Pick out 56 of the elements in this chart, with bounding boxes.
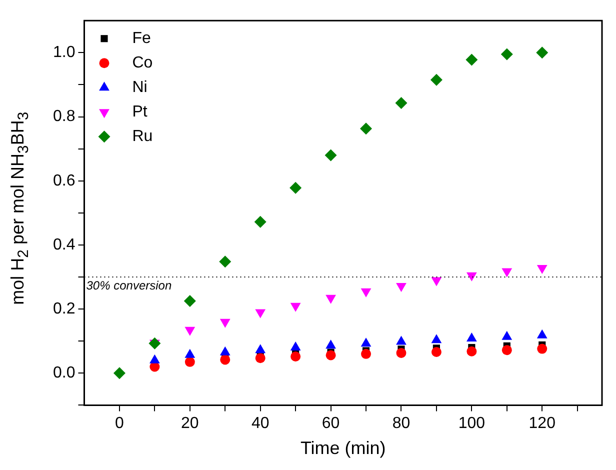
x-tick-label: 120 xyxy=(528,415,556,432)
point xyxy=(466,332,477,342)
point xyxy=(290,342,301,351)
x-tick-label: 20 xyxy=(181,415,199,432)
point xyxy=(396,348,406,358)
point xyxy=(324,149,337,162)
point xyxy=(149,354,160,364)
y-tick-label: 0.2 xyxy=(52,300,76,318)
y-tick-label: 1.0 xyxy=(52,44,76,62)
y-tick-label: 0.4 xyxy=(52,236,76,254)
legend-label: Co xyxy=(132,54,153,72)
point xyxy=(255,344,266,354)
point xyxy=(148,337,161,350)
point xyxy=(502,330,512,340)
point xyxy=(220,354,230,365)
point xyxy=(290,351,301,362)
legend-label: Pt xyxy=(132,104,148,121)
point xyxy=(502,345,512,356)
point xyxy=(536,329,548,338)
point xyxy=(290,182,302,194)
point xyxy=(536,46,548,59)
legend-label: Fe xyxy=(132,30,152,48)
point xyxy=(113,367,126,380)
point xyxy=(220,346,230,356)
point xyxy=(431,334,442,344)
point xyxy=(361,348,372,359)
point xyxy=(360,122,372,135)
point xyxy=(184,356,195,367)
point xyxy=(360,338,372,347)
point xyxy=(537,344,548,354)
point xyxy=(500,48,513,60)
point xyxy=(431,346,442,357)
x-tick-label: 100 xyxy=(458,415,486,432)
x-tick-label: 0 xyxy=(115,415,124,432)
point xyxy=(326,350,336,360)
point xyxy=(255,353,266,364)
point xyxy=(219,256,232,268)
x-tick-label: 60 xyxy=(322,415,340,432)
x-axis-title: Time (min) xyxy=(300,438,386,458)
y-tick-label: 0.0 xyxy=(52,364,76,382)
point xyxy=(395,96,408,109)
y-tick-label: 0.8 xyxy=(52,108,76,126)
point xyxy=(466,346,477,356)
point xyxy=(326,340,336,349)
point xyxy=(184,348,196,358)
point xyxy=(254,216,266,228)
x-tick-label: 40 xyxy=(251,415,270,432)
ref-line-label: 30% conversion xyxy=(86,278,172,292)
point xyxy=(466,54,478,66)
point xyxy=(396,336,406,345)
legend-label: Ni xyxy=(132,79,148,96)
point xyxy=(184,295,196,308)
point xyxy=(430,74,442,86)
y-tick-label: 0.6 xyxy=(52,172,76,190)
legend-label: Ru xyxy=(132,128,153,146)
x-tick-label: 80 xyxy=(392,415,410,432)
